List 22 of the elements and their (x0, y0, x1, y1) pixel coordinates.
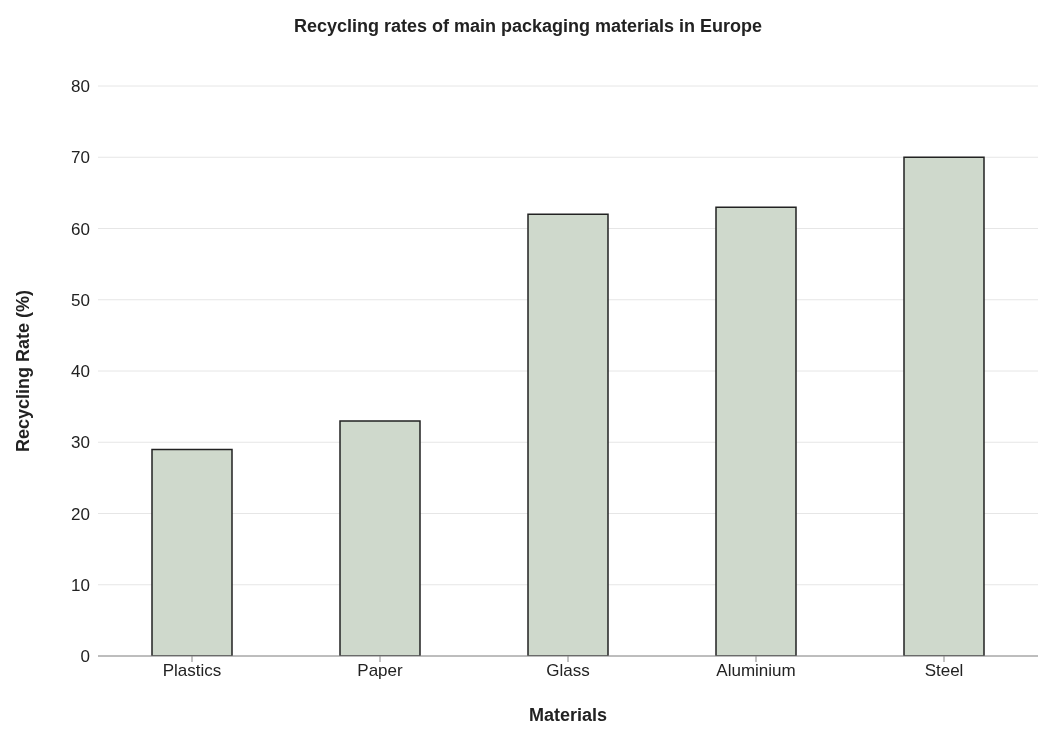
x-axis-title: Materials (528, 705, 608, 725)
y-tick-label: 20 (71, 504, 90, 524)
x-tick-label: Glass (546, 661, 590, 681)
y-tick-label: 30 (71, 433, 90, 453)
x-tick-label: Aluminium (716, 661, 796, 681)
y-axis-title: Recycling Rate (%) (13, 289, 34, 453)
x-tick-label: Plastics (162, 661, 222, 681)
x-tick-label: Paper (357, 661, 404, 681)
bar (151, 448, 233, 656)
y-tick-label: 80 (71, 77, 90, 97)
y-tick-label: 50 (71, 290, 90, 310)
bar (527, 213, 609, 656)
y-tick-label: 60 (71, 219, 90, 239)
y-tick-label: 0 (80, 647, 90, 667)
y-tick-label: 70 (71, 148, 90, 168)
y-tick-label: 10 (71, 575, 90, 595)
bar (339, 420, 421, 656)
chart-title: Recycling rates of main packaging materials in Europe (292, 15, 764, 38)
x-tick-label: Steel (924, 661, 964, 681)
bar (903, 156, 985, 656)
y-tick-label: 40 (71, 362, 90, 382)
bar (715, 206, 797, 656)
